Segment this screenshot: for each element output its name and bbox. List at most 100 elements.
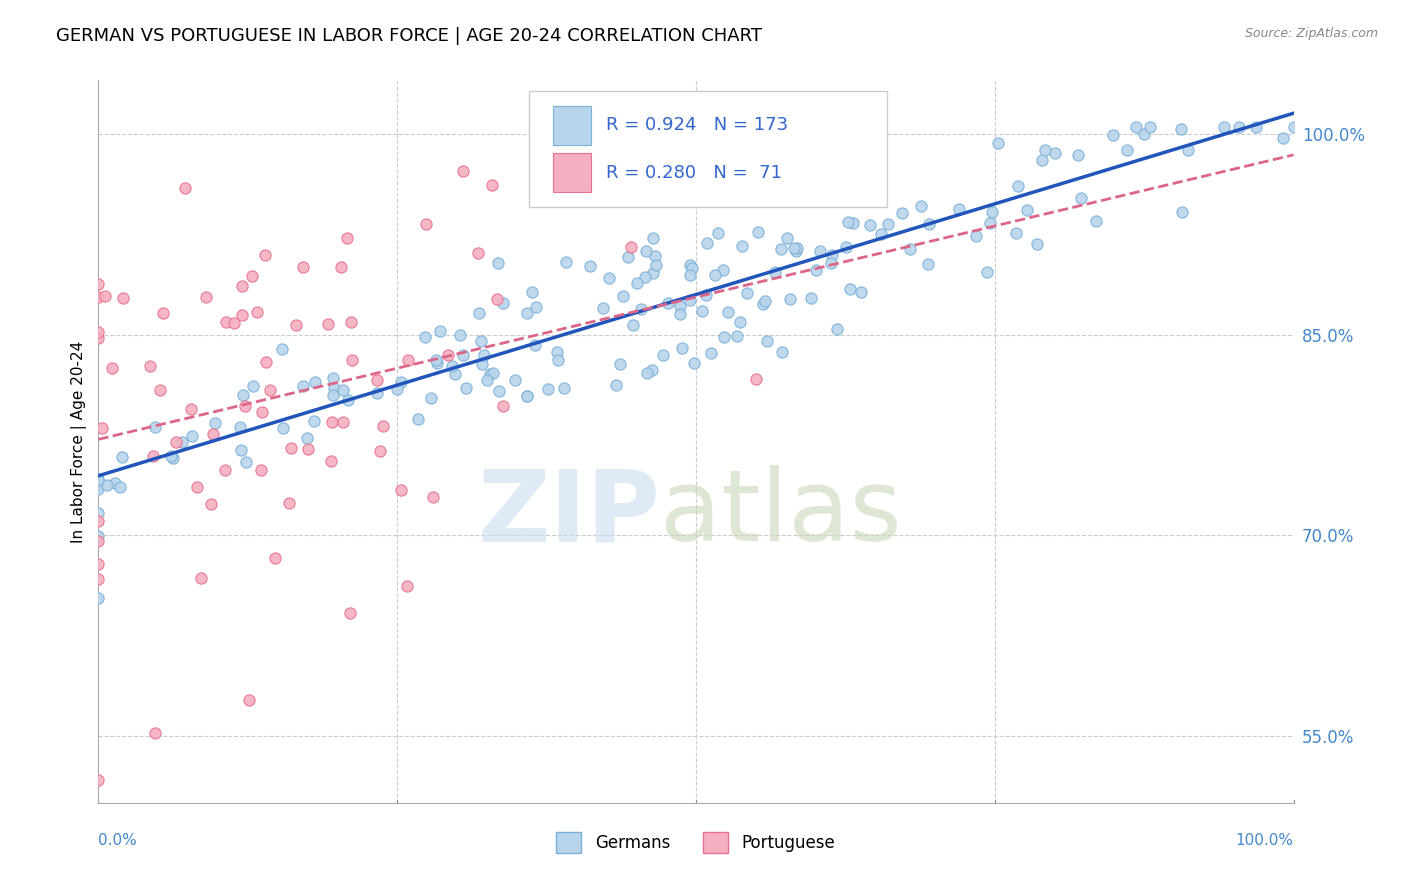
Portuguese xyxy=(451,164,474,178)
Portuguese xyxy=(87,773,110,788)
Germans xyxy=(837,214,859,228)
Germans xyxy=(609,357,631,371)
Germans xyxy=(524,300,547,314)
Portuguese xyxy=(366,373,388,387)
Germans xyxy=(456,381,478,395)
Portuguese xyxy=(246,305,269,319)
Portuguese xyxy=(240,268,263,283)
Portuguese xyxy=(231,279,253,293)
Text: 0.0%: 0.0% xyxy=(98,833,138,848)
Germans xyxy=(770,242,793,256)
Germans xyxy=(162,451,184,466)
Germans xyxy=(779,293,801,307)
Germans xyxy=(626,277,648,291)
Germans xyxy=(747,225,769,239)
Germans xyxy=(429,324,451,338)
Germans xyxy=(898,242,921,256)
Germans xyxy=(735,285,758,300)
Portuguese xyxy=(87,572,110,586)
Germans xyxy=(235,455,257,469)
Portuguese xyxy=(87,558,110,572)
Germans xyxy=(636,244,658,259)
Y-axis label: In Labor Force | Age 20-24: In Labor Force | Age 20-24 xyxy=(72,341,87,542)
Germans xyxy=(851,285,873,299)
Germans xyxy=(1015,202,1038,217)
Germans xyxy=(516,389,538,403)
Germans xyxy=(728,192,751,206)
Portuguese xyxy=(222,317,245,331)
Germans xyxy=(486,256,509,270)
Germans xyxy=(1244,120,1267,135)
Germans xyxy=(890,206,912,220)
Portuguese xyxy=(485,293,508,307)
Germans xyxy=(592,301,614,316)
Germans xyxy=(1007,178,1029,193)
FancyBboxPatch shape xyxy=(553,105,591,145)
Portuguese xyxy=(215,315,238,329)
Germans xyxy=(522,285,544,300)
Portuguese xyxy=(339,606,361,620)
Portuguese xyxy=(620,240,643,254)
Portuguese xyxy=(231,308,253,322)
Germans xyxy=(87,482,110,496)
Germans xyxy=(96,478,118,492)
Germans xyxy=(877,217,900,231)
Germans xyxy=(1116,143,1139,157)
Germans xyxy=(976,265,998,279)
Germans xyxy=(859,219,882,233)
Portuguese xyxy=(190,572,212,586)
Germans xyxy=(553,381,575,395)
Germans xyxy=(910,199,932,213)
Text: R = 0.924   N = 173: R = 0.924 N = 173 xyxy=(606,116,789,134)
Germans xyxy=(641,266,664,280)
Portuguese xyxy=(149,384,172,398)
Portuguese xyxy=(253,247,276,261)
Germans xyxy=(1170,121,1192,136)
Germans xyxy=(725,329,748,343)
Germans xyxy=(605,378,627,392)
Germans xyxy=(917,257,939,271)
Germans xyxy=(479,367,502,381)
Portuguese xyxy=(373,418,395,433)
Germans xyxy=(366,386,388,401)
Portuguese xyxy=(101,361,124,376)
Portuguese xyxy=(87,326,110,340)
Portuguese xyxy=(87,534,110,549)
Germans xyxy=(470,334,492,348)
Germans xyxy=(492,296,515,310)
Portuguese xyxy=(297,442,319,457)
Germans xyxy=(786,241,808,255)
Germans xyxy=(204,416,226,430)
Germans xyxy=(143,420,166,434)
Portuguese xyxy=(321,415,343,429)
Germans xyxy=(524,338,547,352)
Germans xyxy=(231,442,253,457)
Germans xyxy=(406,411,429,425)
Germans xyxy=(488,384,510,399)
Germans xyxy=(387,382,409,396)
Germans xyxy=(1031,153,1053,167)
Germans xyxy=(108,480,131,494)
Germans xyxy=(965,229,987,244)
Germans xyxy=(87,591,110,605)
Portuguese xyxy=(214,463,236,477)
Germans xyxy=(425,352,447,367)
Germans xyxy=(612,289,634,303)
Germans xyxy=(598,271,620,285)
Portuguese xyxy=(165,435,187,450)
Germans xyxy=(821,248,844,262)
Germans xyxy=(389,376,412,390)
Germans xyxy=(842,216,865,230)
Portuguese xyxy=(368,443,391,458)
Germans xyxy=(516,305,538,319)
Germans xyxy=(669,307,692,321)
Germans xyxy=(681,261,703,276)
Portuguese xyxy=(87,331,110,345)
Portuguese xyxy=(436,348,458,362)
Germans xyxy=(820,256,842,270)
Germans xyxy=(1282,120,1305,135)
Germans xyxy=(547,353,569,368)
Portuguese xyxy=(285,318,308,332)
Portuguese xyxy=(291,260,314,274)
Portuguese xyxy=(87,277,110,291)
